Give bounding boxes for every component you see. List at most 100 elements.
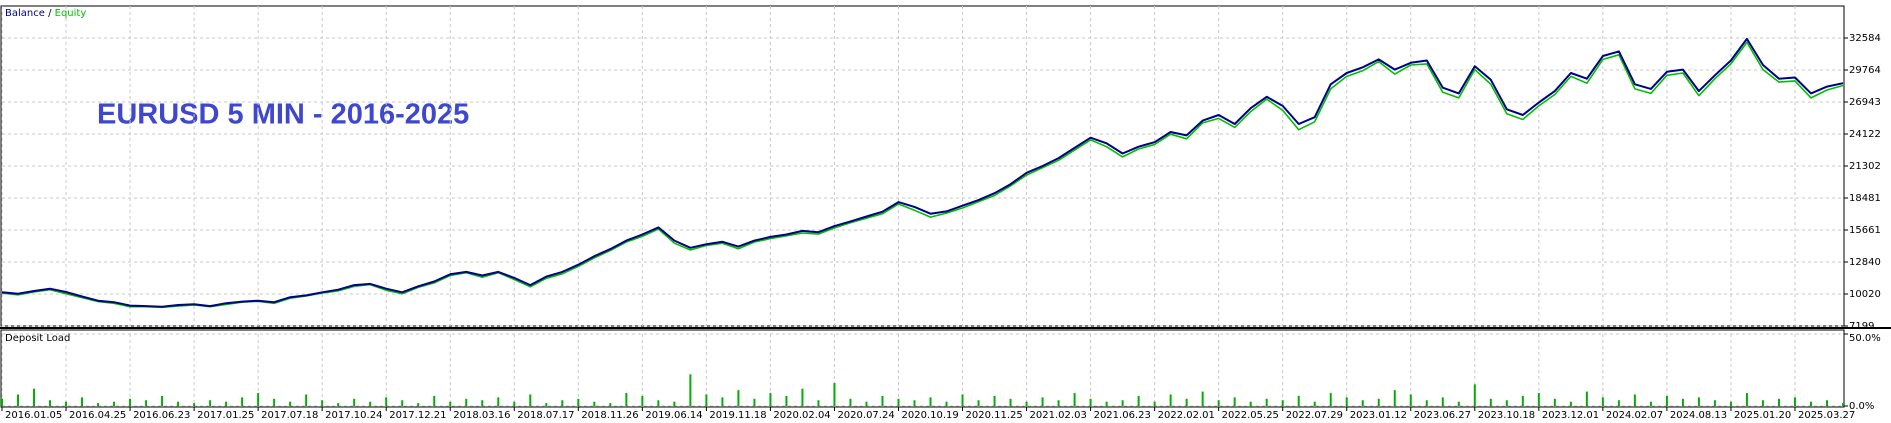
bar: [1681, 398, 1684, 406]
bar: [385, 397, 388, 406]
bar: [705, 394, 708, 406]
bar: [1377, 398, 1380, 406]
y-tick-label: 15661: [1849, 225, 1881, 236]
bar: [305, 394, 308, 406]
bar: [1537, 393, 1540, 406]
bar: [1473, 384, 1476, 406]
bar: [129, 398, 132, 406]
x-tick-label: 2023.12.01: [1542, 410, 1599, 421]
y-tick-label: 50.0%: [1849, 333, 1881, 344]
bar: [881, 395, 884, 406]
bar: [545, 403, 548, 406]
x-tick-label: 2023.01.12: [1350, 410, 1407, 421]
x-tick-label: 2023.10.18: [1478, 410, 1535, 421]
bar: [737, 390, 740, 406]
bar: [1057, 400, 1060, 406]
x-tick-label: 2016.06.23: [133, 410, 190, 421]
bar: [145, 400, 148, 406]
x-tick-label: 2021.02.03: [1030, 410, 1087, 421]
bar: [977, 400, 980, 406]
bar: [1041, 397, 1044, 406]
y-tick-label: 10020: [1849, 289, 1881, 300]
x-tick-label: 2017.10.24: [325, 410, 382, 421]
x-tick-label: 2018.07.17: [517, 410, 574, 421]
bar: [1105, 401, 1108, 406]
bar: [337, 403, 340, 406]
bar: [1409, 394, 1412, 406]
bar: [721, 397, 724, 406]
bar: [1201, 391, 1204, 406]
x-tick-label: 2020.02.04: [773, 410, 830, 421]
bar: [1089, 398, 1092, 406]
bar: [481, 400, 484, 406]
bar: [65, 401, 68, 406]
deposit-panel: [0, 329, 1845, 408]
bar: [113, 401, 116, 406]
bar: [1345, 397, 1348, 406]
bar: [417, 403, 420, 406]
bar: [1265, 398, 1268, 406]
bar: [593, 401, 596, 406]
bar: [321, 400, 324, 406]
y-tick-label: 26943: [1849, 97, 1881, 108]
legend-entry: Equity: [54, 8, 87, 19]
bar: [1281, 400, 1284, 406]
y-tick-label: 24122: [1849, 129, 1881, 140]
x-tick-label: 2020.11.25: [966, 410, 1023, 421]
bar: [353, 398, 356, 406]
x-tick-label: 2022.07.29: [1286, 410, 1343, 421]
bar: [513, 401, 516, 406]
bar: [97, 403, 100, 406]
legend-entry: Balance: [5, 8, 45, 19]
x-tick-label: 2025.03.27: [1798, 410, 1855, 421]
x-tick-label: 2023.06.27: [1414, 410, 1471, 421]
bar: [1809, 401, 1812, 406]
bar: [33, 388, 36, 406]
bar: [785, 395, 788, 406]
panel-title: Deposit Load: [5, 333, 71, 344]
bar: [273, 398, 276, 406]
bar: [1761, 400, 1764, 406]
bar: [817, 400, 820, 406]
bar: [1713, 400, 1716, 406]
bar: [849, 398, 852, 406]
bar: [1233, 397, 1236, 406]
bar: [81, 397, 84, 406]
bar: [625, 393, 628, 406]
bar: [449, 401, 452, 406]
bar: [1505, 400, 1508, 406]
bar: [1825, 400, 1828, 406]
y-tick-label: 21302: [1849, 161, 1881, 172]
bar: [833, 382, 836, 406]
bar: [225, 401, 228, 406]
bar: [561, 400, 564, 406]
y-tick-label: 0.0%: [1849, 401, 1874, 412]
bar: [241, 397, 244, 406]
x-tick-label: 2016.01.05: [5, 410, 62, 421]
bar: [1489, 398, 1492, 406]
bar: [497, 397, 500, 406]
bar: [1009, 398, 1012, 406]
bar: [1649, 401, 1652, 406]
x-tick-label: 2019.06.14: [645, 410, 702, 421]
bar: [1457, 401, 1460, 406]
bar: [161, 395, 164, 406]
bar: [465, 398, 468, 406]
y-tick-label: 18481: [1849, 193, 1881, 204]
y-tick-label: 12840: [1849, 257, 1881, 268]
bar: [1121, 400, 1124, 406]
bar: [929, 397, 932, 406]
bar: [609, 403, 612, 406]
bar: [1185, 398, 1188, 406]
bar: [945, 401, 948, 406]
bar: [1729, 401, 1732, 406]
bar: [1842, 403, 1844, 406]
bar: [913, 400, 916, 406]
legend: Balance / Equity: [5, 8, 87, 19]
bar: [1777, 398, 1780, 406]
bar: [1569, 401, 1572, 406]
bar: [1617, 400, 1620, 406]
x-tick-label: 2020.07.24: [837, 410, 894, 421]
bar: [289, 401, 292, 406]
